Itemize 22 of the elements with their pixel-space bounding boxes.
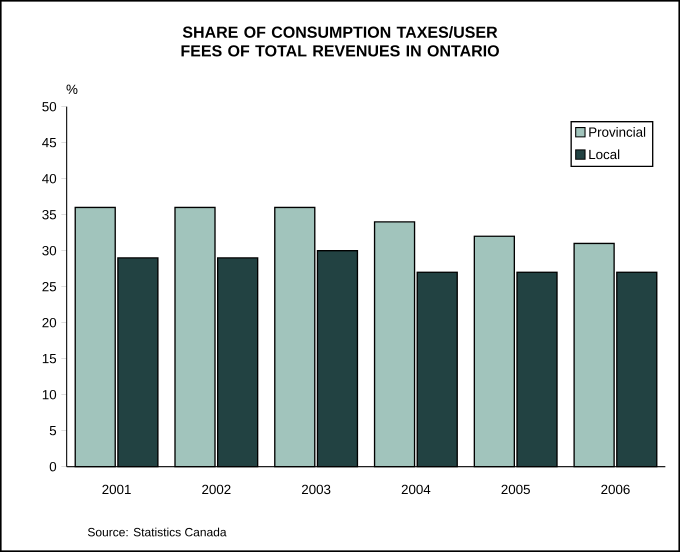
y-tick-label: 10 xyxy=(42,390,56,400)
legend-label: Provincial xyxy=(589,127,646,137)
y-tick-label: 0 xyxy=(50,462,56,472)
x-tick-label: 2001 xyxy=(102,484,131,494)
x-tick-label: 2002 xyxy=(202,484,230,494)
source-note: Source: Statistics Canada xyxy=(88,528,227,536)
y-tick-label: 30 xyxy=(42,246,56,256)
x-tick-label: 2004 xyxy=(402,484,430,494)
x-tick-label: 2006 xyxy=(601,484,630,494)
y-tick-label: 45 xyxy=(42,138,56,148)
y-tick-label: 35 xyxy=(42,210,56,220)
legend-label: Local xyxy=(589,149,620,160)
y-tick-label: 20 xyxy=(42,318,56,328)
y-axis-title: % xyxy=(66,84,78,94)
chart-title: SHARE OF CONSUMPTION TAXES/USER FEES OF TOTAL REVENUES IN ONTARIO xyxy=(182,26,499,57)
y-tick-label: 5 xyxy=(50,426,56,436)
y-tick-label: 25 xyxy=(42,282,56,292)
y-tick-label: 50 xyxy=(42,102,56,112)
y-tick-label: 40 xyxy=(42,174,56,184)
x-tick-label: 2003 xyxy=(302,484,330,494)
x-tick-label: 2005 xyxy=(502,484,530,494)
y-tick-label: 15 xyxy=(42,354,56,364)
